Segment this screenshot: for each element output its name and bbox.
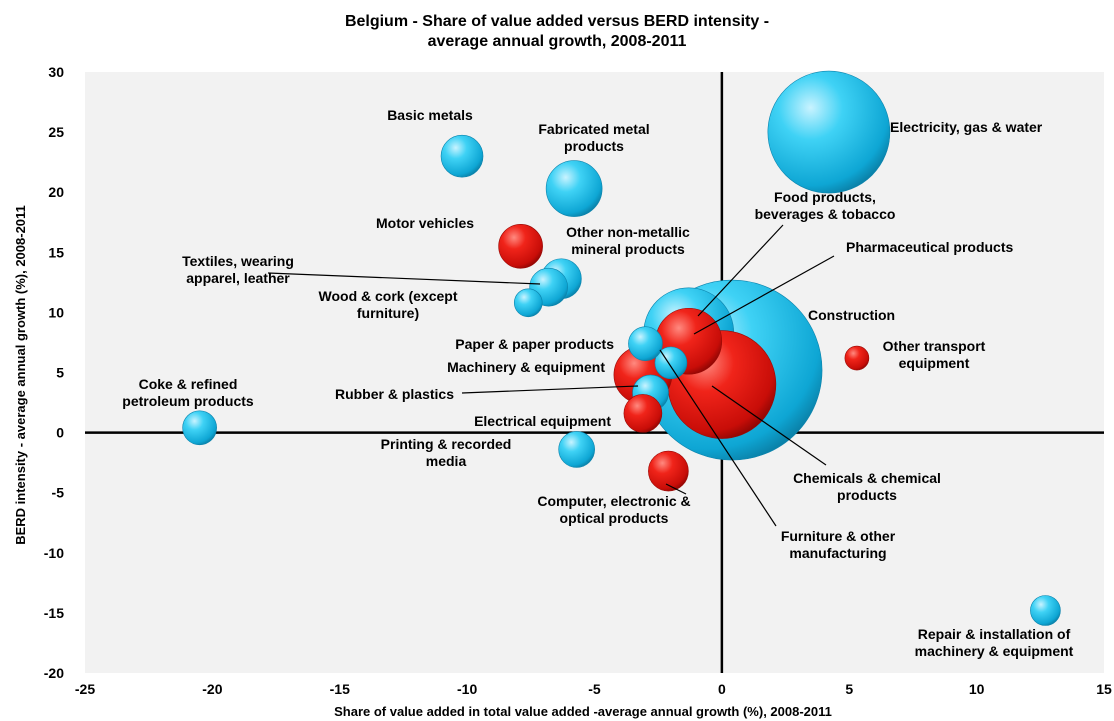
- point-label-line: beverages & tobacco: [755, 206, 896, 222]
- x-axis-title: Share of value added in total value adde…: [334, 704, 832, 719]
- point-label-computer-electronic-optical-products: Computer, electronic & optical products: [537, 493, 690, 526]
- bubble-repair-installation-of-machinery-equipment: [1030, 595, 1060, 625]
- bubble-paper-paper-products: [628, 327, 662, 361]
- point-label-line: Pharmaceutical products: [846, 239, 1013, 255]
- point-label-line: Basic metals: [387, 107, 473, 123]
- point-label-furniture-other-manufacturing: Furniture & other manufacturing: [781, 528, 896, 561]
- point-label-line: Printing & recorded: [381, 436, 512, 452]
- point-label-basic-metals: Basic metals: [387, 107, 473, 123]
- x-tick-label: 0: [718, 681, 726, 697]
- point-label-motor-vehicles: Motor vehicles: [376, 215, 474, 231]
- bubble-printing-recorded-media: [559, 431, 595, 467]
- point-label-line: Food products,: [774, 189, 876, 205]
- x-tick-label: -10: [457, 681, 477, 697]
- point-label-electrical-equipment: Electrical equipment: [474, 413, 611, 429]
- y-tick-label: -10: [44, 545, 64, 561]
- point-label-paper-paper-products: Paper & paper products: [455, 336, 614, 352]
- point-label-coke-refined-petroleum-products: Coke & refined petroleum products: [122, 376, 254, 409]
- point-label-repair-installation-of-machinery-equipment: Repair & installation of machinery & equi…: [915, 626, 1074, 659]
- point-label-electricity-gas-water: Electricity, gas & water: [890, 119, 1043, 135]
- point-label-pharmaceutical-products: Pharmaceutical products: [846, 239, 1013, 255]
- point-label-line: products: [837, 487, 897, 503]
- y-tick-label: -20: [44, 665, 64, 681]
- x-tick-label: 10: [969, 681, 985, 697]
- y-tick-label: 5: [56, 365, 64, 381]
- y-axis-title: BERD intensity - average annual growth (…: [13, 205, 28, 545]
- point-label-line: optical products: [560, 510, 669, 526]
- x-tick-label: -5: [588, 681, 601, 697]
- y-tick-label: -5: [52, 485, 65, 501]
- y-tick-label: 0: [56, 425, 64, 441]
- y-tick-label: -15: [44, 605, 64, 621]
- point-label-line: apparel, leather: [186, 270, 290, 286]
- point-label-line: mineral products: [571, 241, 685, 257]
- point-label-other-non-metallic-mineral-products: Other non-metallic mineral products: [566, 224, 690, 257]
- y-tick-label: 30: [48, 64, 64, 80]
- point-label-line: Other non-metallic: [566, 224, 690, 240]
- bubble-electricity-gas-water: [768, 71, 890, 193]
- point-label-line: media: [426, 453, 467, 469]
- point-label-line: Other transport: [883, 338, 986, 354]
- x-tick-label: 15: [1096, 681, 1112, 697]
- chart-title-line-1: Belgium - Share of value added versus BE…: [345, 13, 769, 30]
- point-label-food-products-beverages-tobacco: Food products, beverages & tobacco: [755, 189, 896, 222]
- point-label-textiles-wearing-apparel-leather: Textiles, wearing apparel, leather: [182, 253, 294, 286]
- x-tick-label: -20: [202, 681, 222, 697]
- point-label-line: equipment: [899, 355, 970, 371]
- point-label-line: Textiles, wearing: [182, 253, 294, 269]
- point-label-line: manufacturing: [789, 545, 886, 561]
- point-label-line: Wood & cork (except: [319, 288, 458, 304]
- bubble-motor-vehicles: [499, 224, 543, 268]
- point-label-line: products: [564, 138, 624, 154]
- bubble-coke-refined-petroleum-products: [183, 411, 217, 445]
- point-label-line: Electrical equipment: [474, 413, 611, 429]
- x-tick-label: 5: [845, 681, 853, 697]
- bubble-basic-metals: [441, 135, 483, 177]
- point-label-line: machinery & equipment: [915, 643, 1074, 659]
- y-tick-label: 25: [48, 124, 64, 140]
- bubble-electrical-equipment: [624, 394, 662, 432]
- x-tick-label: -25: [75, 681, 95, 697]
- point-label-line: Machinery & equipment: [447, 359, 605, 375]
- x-tick-label: -15: [330, 681, 350, 697]
- point-label-construction: Construction: [808, 307, 895, 323]
- point-label-line: Coke & refined: [139, 376, 238, 392]
- point-label-rubber-plastics: Rubber & plastics: [335, 386, 454, 402]
- point-label-line: Fabricated metal: [538, 121, 649, 137]
- point-label-line: Paper & paper products: [455, 336, 614, 352]
- y-tick-label: 10: [48, 304, 64, 320]
- point-label-line: Furniture & other: [781, 528, 896, 544]
- point-label-line: Repair & installation of: [918, 626, 1071, 642]
- point-label-line: Motor vehicles: [376, 215, 474, 231]
- bubble-fabricated-metal-products: [546, 161, 602, 217]
- point-label-line: Electricity, gas & water: [890, 119, 1043, 135]
- point-label-line: Construction: [808, 307, 895, 323]
- point-label-line: furniture): [357, 305, 419, 321]
- point-label-line: Computer, electronic &: [537, 493, 690, 509]
- bubble-wood-cork-except-furniture: [514, 289, 542, 317]
- y-tick-label: 15: [48, 244, 64, 260]
- y-tick-label: 20: [48, 184, 64, 200]
- bubble-other-transport-equipment: [845, 346, 869, 370]
- point-label-line: Rubber & plastics: [335, 386, 454, 402]
- point-label-line: petroleum products: [122, 393, 254, 409]
- chart-title-line-2: average annual growth, 2008-2011: [428, 33, 687, 50]
- point-label-line: Chemicals & chemical: [793, 470, 941, 486]
- point-label-machinery-equipment: Machinery & equipment: [447, 359, 605, 375]
